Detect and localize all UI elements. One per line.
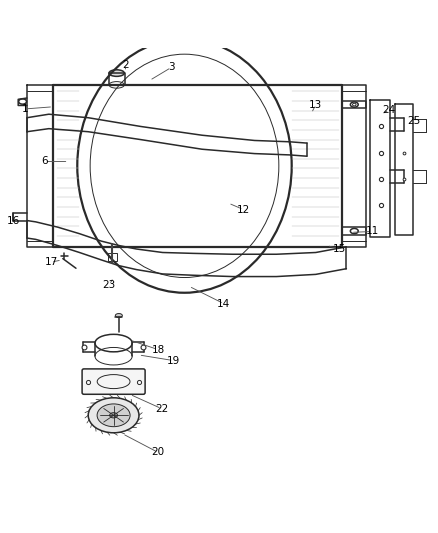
Text: 23: 23 <box>102 280 116 290</box>
Ellipse shape <box>97 375 130 389</box>
Text: 2: 2 <box>122 60 128 70</box>
Ellipse shape <box>97 404 130 426</box>
FancyBboxPatch shape <box>82 369 145 394</box>
Text: 24: 24 <box>382 105 395 115</box>
Text: 25: 25 <box>407 116 420 126</box>
Text: 18: 18 <box>151 345 165 354</box>
Ellipse shape <box>109 70 124 76</box>
Text: 11: 11 <box>365 227 378 237</box>
Text: 1: 1 <box>21 104 28 114</box>
Text: 15: 15 <box>332 244 346 254</box>
Ellipse shape <box>110 413 117 418</box>
Text: 22: 22 <box>155 403 168 414</box>
Bar <box>108 253 117 261</box>
Ellipse shape <box>115 313 122 318</box>
Text: 3: 3 <box>168 62 174 72</box>
Text: 13: 13 <box>308 100 321 110</box>
Text: 14: 14 <box>217 298 230 309</box>
Text: 17: 17 <box>44 257 57 267</box>
Text: 20: 20 <box>151 448 164 457</box>
Text: 6: 6 <box>41 157 48 166</box>
Text: 12: 12 <box>237 205 250 215</box>
Text: 19: 19 <box>166 356 180 366</box>
Ellipse shape <box>88 398 139 433</box>
Text: 16: 16 <box>6 215 20 225</box>
